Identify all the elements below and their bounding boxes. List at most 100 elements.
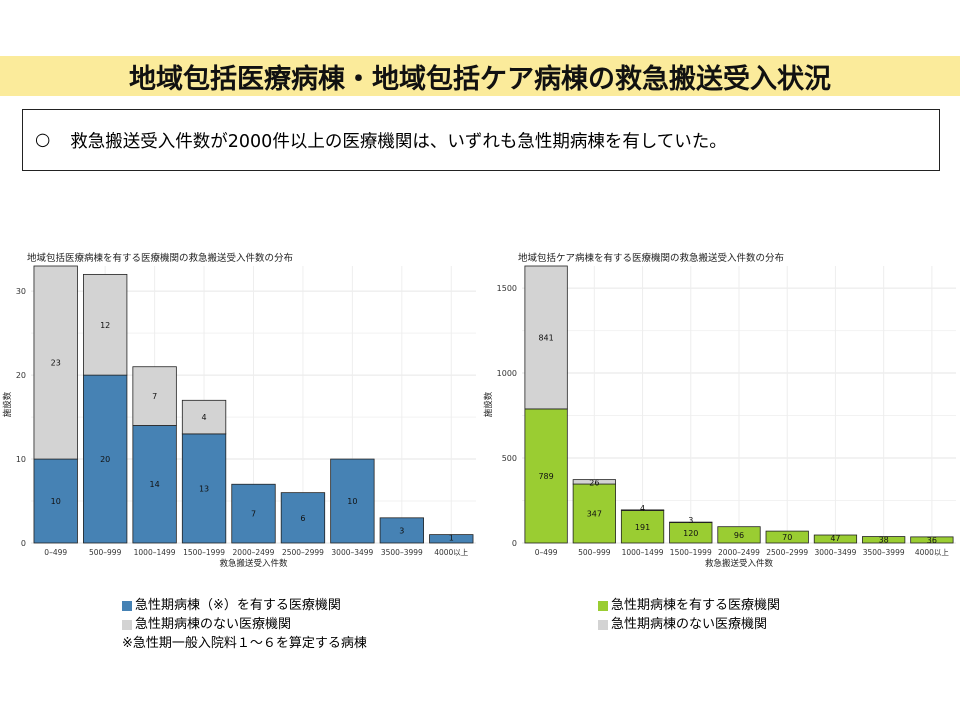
right-legend-item-acute: 急性期病棟を有する医療機関	[598, 596, 780, 615]
left-chart: 地域包括医療病棟を有する医療機関の救急搬送受入件数の分布 0 10 20 30 10 23 0…	[2, 252, 476, 569]
legend-label: 急性期病棟のない医療機関	[611, 617, 768, 632]
x-axis-label: 救急搬送受入件数	[705, 558, 774, 569]
left-legend-item-acute: 急性期病棟（※）を有する医療機関	[122, 596, 367, 615]
chart-title: 地域包括ケア病棟を有する医療機関の救急搬送受入件数の分布	[518, 252, 784, 264]
legend-swatch-gray	[598, 619, 608, 630]
x-tick-label: 3500–3999	[863, 548, 905, 557]
bar-data-label: 10	[51, 497, 61, 506]
x-tick-label: 1500–1999	[670, 548, 712, 557]
y-tick-label: 500	[502, 454, 517, 463]
bar-data-label: 191	[635, 523, 650, 532]
y-tick-label: 30	[16, 287, 26, 296]
x-tick-label: 1000–1499	[134, 548, 176, 557]
bar-data-label: 120	[683, 529, 698, 538]
bar-acute	[429, 534, 474, 544]
bar-acute	[330, 458, 375, 544]
bar-acute	[717, 526, 761, 544]
bar-data-label: 70	[782, 533, 792, 542]
x-tick-label: 3000–3499	[331, 548, 373, 557]
bar-no-acute	[83, 273, 128, 376]
y-axis-label: 施設数	[2, 391, 13, 417]
bar-acute	[83, 374, 128, 544]
bar-data-label: 347	[587, 510, 602, 519]
bar-acute	[813, 534, 858, 544]
left-legend-item-no-acute: 急性期病棟のない医療機関	[122, 615, 367, 634]
bar-data-label: 6	[300, 514, 305, 523]
bar-data-label: 36	[927, 536, 937, 545]
left-legend-note: ※急性期一般入院料１～６を算定する病棟	[122, 634, 367, 653]
legend-label: 急性期病棟のない医療機関	[135, 617, 292, 632]
x-tick-label: 1500–1999	[183, 548, 225, 557]
x-tick-label: 500–999	[578, 548, 611, 557]
bar-acute	[33, 458, 78, 544]
y-tick-label: 20	[16, 371, 26, 380]
bar-no-acute	[620, 509, 665, 511]
bar-data-label: 23	[51, 359, 61, 368]
bar-no-acute	[181, 399, 227, 435]
legend-label: 急性期病棟を有する医療機関	[611, 598, 781, 613]
bar-no-acute	[572, 479, 616, 485]
bar-acute	[572, 483, 616, 544]
bar-acute	[862, 536, 906, 544]
x-tick-label: 4000以上	[434, 548, 469, 557]
legend-swatch-blue	[122, 600, 132, 611]
bar-data-label: 4	[202, 413, 207, 422]
title-band: 地域包括医療病棟・地域包括ケア病棟の救急搬送受入状況	[0, 56, 960, 96]
right-legend: 急性期病棟を有する医療機関 急性期病棟のない医療機関	[598, 596, 780, 634]
x-tick-label: 2000–2499	[718, 548, 760, 557]
bar-data-label: 1	[449, 534, 454, 543]
bar-data-label: 841	[538, 333, 553, 342]
bar-data-label: 7	[251, 510, 256, 519]
page-title: 地域包括医療病棟・地域包括ケア病棟の救急搬送受入状況	[129, 63, 831, 95]
y-tick-label: 0	[21, 539, 26, 548]
bar-data-label: 96	[734, 531, 744, 540]
x-tick-label: 2000–2499	[233, 548, 275, 557]
y-tick-label: 0	[512, 539, 517, 548]
x-tick-label: 3000–3499	[814, 548, 856, 557]
bar-data-label: 38	[879, 536, 889, 545]
legend-label: 急性期病棟（※）を有する医療機関	[135, 598, 341, 613]
bar-no-acute	[524, 265, 568, 410]
bar-data-label: 14	[150, 480, 160, 489]
bar-data-label: 3	[688, 516, 693, 525]
x-tick-label: 1000–1499	[622, 548, 664, 557]
bar-data-label: 13	[199, 484, 209, 493]
bar-acute	[132, 425, 177, 544]
legend-note: ※急性期一般入院料１～６を算定する病棟	[122, 636, 367, 651]
x-tick-label: 0–499	[535, 548, 558, 557]
x-tick-label: 2500–2999	[766, 548, 808, 557]
bar-acute	[280, 492, 326, 544]
y-tick-label: 1500	[497, 284, 517, 293]
chart-title: 地域包括医療病棟を有する医療機関の救急搬送受入件数の分布	[27, 252, 293, 264]
bar-data-label: 789	[538, 472, 553, 481]
bar-no-acute	[33, 265, 78, 460]
bar-acute	[379, 517, 424, 544]
legend-swatch-green	[598, 600, 608, 611]
bar-acute	[765, 530, 809, 544]
bar-acute	[910, 536, 954, 544]
bar-data-label: 7	[152, 392, 157, 401]
y-axis-label: 施設数	[483, 391, 494, 417]
legend-swatch-gray	[122, 619, 132, 630]
bar-data-label: 20	[100, 455, 110, 464]
left-legend: 急性期病棟（※）を有する医療機関 急性期病棟のない医療機関 ※急性期一般入院料１…	[122, 596, 367, 653]
x-tick-label: 0–499	[44, 548, 67, 557]
bar-no-acute	[132, 366, 177, 426]
bar-data-label: 26	[589, 479, 599, 488]
bar-data-label: 12	[100, 321, 110, 330]
summary-text: 救急搬送受入件数が2000件以上の医療機関は、いずれも急性期病棟を有していた。	[70, 131, 727, 152]
x-axis-label: 救急搬送受入件数	[219, 558, 288, 569]
bar-data-label: 47	[830, 534, 840, 543]
x-tick-label: 3500–3999	[381, 548, 423, 557]
summary-bullet: ○	[35, 130, 51, 150]
y-tick-label: 1000	[497, 369, 517, 378]
bar-acute	[231, 483, 276, 544]
right-chart: 地域包括ケア病棟を有する医療機関の救急搬送受入件数の分布 0 500 1000 1500…	[483, 252, 956, 569]
bar-data-label: 3	[399, 526, 404, 535]
right-legend-item-no-acute: 急性期病棟のない医療機関	[598, 615, 780, 634]
bar-acute	[620, 510, 665, 544]
x-tick-label: 500–999	[89, 548, 122, 557]
summary-box: ○ 救急搬送受入件数が2000件以上の医療機関は、いずれも急性期病棟を有していた…	[22, 109, 940, 171]
bar-data-label: 4	[640, 504, 645, 513]
bar-acute	[524, 408, 568, 544]
